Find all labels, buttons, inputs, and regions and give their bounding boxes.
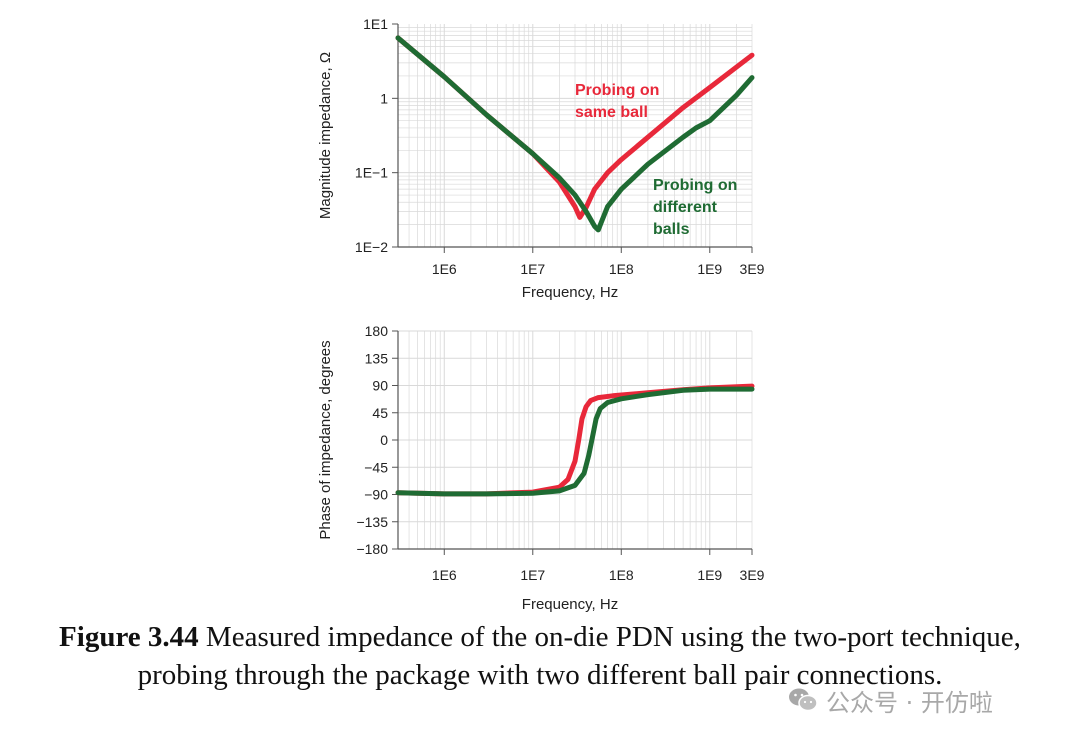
y-tick-label: 1 (380, 90, 388, 106)
x-tick-label: 1E9 (697, 567, 722, 583)
y-tick-label: −135 (356, 514, 388, 530)
x-tick-label: 1E9 (697, 261, 722, 277)
watermark: 公众号 · 开仿啦 (788, 680, 1058, 720)
y-tick-label: −180 (356, 541, 388, 557)
y-tick-label: 90 (372, 378, 388, 394)
annotation-line: Probing on (653, 177, 737, 194)
y-tick-label: 1E−1 (355, 165, 388, 181)
annotation-same-ball: Probing on same ball (575, 82, 659, 121)
phase-chart: 1E6 1E7 1E8 1E9 3E9 180 135 90 45 0 −45 −90 −135 −180… (317, 323, 765, 613)
figure-caption: Figure 3.44 Measured impedance of the on… (40, 618, 1040, 694)
y-tick-label: 135 (365, 350, 389, 366)
y-tick-label: 1E1 (363, 16, 388, 32)
figure-charts: 1E6 1E7 1E8 1E9 3E9 1E1 1 1E−1 1E−2 Frequency, Hz… (317, 16, 765, 613)
y-axis-title: Phase of impedance, degrees (317, 340, 334, 539)
x-tick-label: 1E7 (520, 261, 545, 277)
annotation-different-balls: Probing on different balls (653, 177, 737, 238)
x-tick-label: 1E7 (520, 567, 545, 583)
x-tick-label: 1E8 (609, 261, 634, 277)
magnitude-chart: 1E6 1E7 1E8 1E9 3E9 1E1 1 1E−1 1E−2 Frequency, Hz… (317, 16, 765, 301)
y-tick-label: 1E−2 (355, 239, 388, 255)
x-tick-label: 1E8 (609, 567, 634, 583)
annotation-line: balls (653, 221, 690, 238)
x-tick-label: 1E6 (432, 567, 457, 583)
y-tick-label: 45 (372, 405, 388, 421)
y-tick-label: −45 (364, 459, 388, 475)
grid (397, 330, 753, 550)
x-axis-title: Frequency, Hz (522, 596, 618, 613)
wechat-icon (789, 688, 818, 712)
y-axis-title: Magnitude impedance, Ω (317, 52, 334, 219)
figure-label: Figure 3.44 (59, 621, 199, 653)
series-line-different-balls (395, 35, 755, 233)
y-tick-label: −90 (364, 487, 388, 503)
x-tick-label: 3E9 (740, 261, 765, 277)
annotation-line: different (653, 199, 718, 216)
annotation-line: same ball (575, 104, 648, 121)
watermark-text: 公众号 · 开仿啦 (826, 688, 993, 717)
annotation-line: Probing on (575, 82, 659, 99)
x-tick-label: 1E6 (432, 261, 457, 277)
y-tick-label: 180 (365, 323, 389, 339)
series-line-different-balls (395, 386, 755, 497)
x-tick-label: 3E9 (740, 567, 765, 583)
figure-caption-text: Measured impedance of the on-die PDN usi… (137, 621, 1021, 691)
x-axis-title: Frequency, Hz (522, 284, 618, 301)
y-tick-label: 0 (380, 432, 388, 448)
